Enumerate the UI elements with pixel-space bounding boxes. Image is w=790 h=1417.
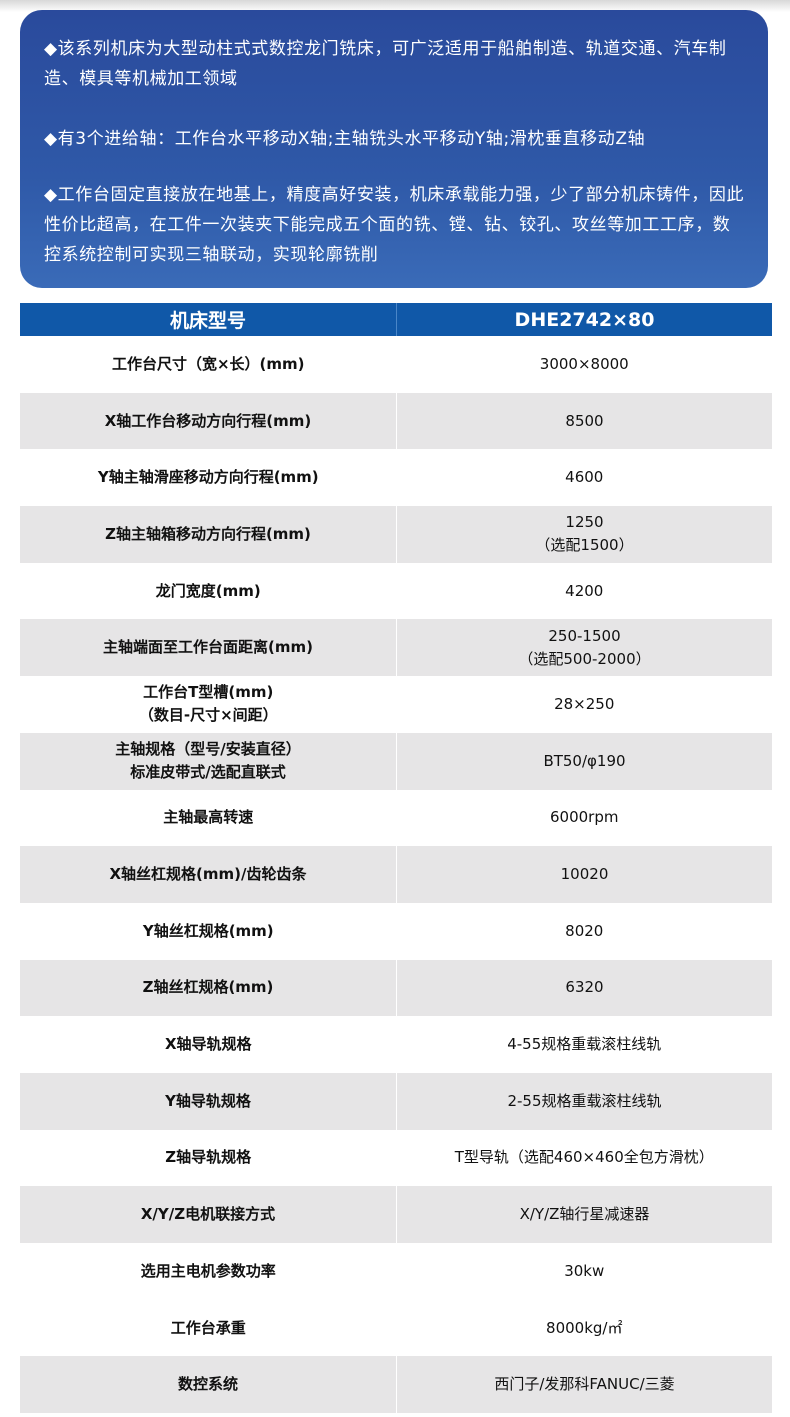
spec-value: 4200 xyxy=(565,581,604,600)
table-row: Y轴主轴滑座移动方向行程(mm) 4600 xyxy=(20,449,772,506)
spec-value: 8020 xyxy=(565,921,604,940)
spec-name: 主轴最高转速 xyxy=(163,808,254,827)
table-header: 机床型号 DHE2742×80 xyxy=(20,303,772,336)
spec-name: Z轴导轨规格 xyxy=(165,1148,252,1167)
table-row: 主轴规格（型号/安装直径） 标准皮带式/选配直联式 BT50/φ190 xyxy=(20,732,772,790)
table-row: X轴导轨规格 4-55规格重载滚柱线轨 xyxy=(20,1016,772,1073)
table-row: 工作台承重 8000kg/㎡ xyxy=(20,1300,772,1357)
spec-name: X轴工作台移动方向行程(mm) xyxy=(20,392,397,450)
spec-name: 主轴规格（型号/安装直径） 标准皮带式/选配直联式 xyxy=(20,732,397,790)
spec-name: Z轴丝杠规格(mm) xyxy=(20,959,397,1017)
spec-value: 6320 xyxy=(396,959,772,1017)
spec-value: 3000×8000 xyxy=(539,354,629,373)
spec-value: BT50/φ190 xyxy=(396,732,772,790)
top-shadow xyxy=(0,0,790,12)
spec-name: X/Y/Z电机联接方式 xyxy=(20,1186,397,1243)
spec-name: 工作台T型槽(mm) （数目-尺寸×间距） xyxy=(138,683,278,725)
spec-value: 28×250 xyxy=(554,694,615,713)
spec-value: 10020 xyxy=(396,846,772,903)
intro-paragraph: ◆工作台固定直接放在地基上，精度高好安装，机床承载能力强，少了部分机床铸件，因此… xyxy=(44,185,745,265)
table-row: Z轴导轨规格 T型导轨（选配460×460全包方滑枕） xyxy=(20,1130,772,1187)
spec-value: T型导轨（选配460×460全包方滑枕） xyxy=(454,1148,714,1167)
spec-name: 选用主电机参数功率 xyxy=(140,1261,276,1280)
header-model-value: DHE2742×80 xyxy=(396,303,772,336)
spec-name: 数控系统 xyxy=(20,1356,397,1414)
spec-value: 30kw xyxy=(564,1261,605,1280)
spec-value: 8000kg/㎡ xyxy=(546,1318,623,1337)
spec-name: Y轴丝杠规格(mm) xyxy=(142,921,274,940)
spec-name: Y轴主轴滑座移动方向行程(mm) xyxy=(97,468,319,487)
table-row: 龙门宽度(mm) 4200 xyxy=(20,563,772,620)
header-model-label: 机床型号 xyxy=(20,303,397,336)
spec-name: 主轴端面至工作台面距离(mm) xyxy=(20,619,397,677)
intro-paragraph: ◆有3个进给轴：工作台水平移动X轴;主轴铣头水平移动Y轴;滑枕垂直移动Z轴 xyxy=(44,129,646,149)
spec-name: X轴丝杠规格(mm)/齿轮齿条 xyxy=(20,846,397,903)
spec-table: 机床型号 DHE2742×80 工作台尺寸（宽×长）(mm) 3000×8000 X… xyxy=(20,303,772,1414)
spec-value: 1250 （选配1500） xyxy=(396,506,772,563)
table-row: X轴工作台移动方向行程(mm) 8500 xyxy=(20,392,772,450)
intro-panel: ◆该系列机床为大型动柱式式数控龙门铣床，可广泛适用于船舶制造、轨道交通、汽车制造… xyxy=(20,10,768,288)
table-row: Y轴导轨规格 2-55规格重载滚柱线轨 xyxy=(20,1072,772,1130)
table-row: Y轴丝杠规格(mm) 8020 xyxy=(20,903,772,960)
spec-value: 2-55规格重载滚柱线轨 xyxy=(396,1072,772,1130)
table-row: 工作台尺寸（宽×长）(mm) 3000×8000 xyxy=(20,336,772,393)
intro-paragraph: ◆该系列机床为大型动柱式式数控龙门铣床，可广泛适用于船舶制造、轨道交通、汽车制造… xyxy=(44,39,727,89)
spec-value: 4-55规格重载滚柱线轨 xyxy=(507,1035,662,1054)
table-row: 数控系统 西门子/发那科FANUC/三菱 xyxy=(20,1356,772,1414)
spec-value: 8500 xyxy=(396,392,772,450)
table-row: X/Y/Z电机联接方式 X/Y/Z轴行星减速器 xyxy=(20,1186,772,1243)
table-row: 工作台T型槽(mm) （数目-尺寸×间距） 28×250 xyxy=(20,676,772,733)
spec-value: 西门子/发那科FANUC/三菱 xyxy=(396,1356,772,1414)
spec-name: X轴导轨规格 xyxy=(164,1035,252,1054)
table-row: 选用主电机参数功率 30kw xyxy=(20,1243,772,1300)
spec-value: 4600 xyxy=(565,468,604,487)
spec-name: 工作台承重 xyxy=(170,1318,246,1337)
table-row: 主轴端面至工作台面距离(mm) 250-1500 （选配500-2000） xyxy=(20,619,772,677)
table-row: X轴丝杠规格(mm)/齿轮齿条 10020 xyxy=(20,846,772,903)
spec-value: 6000rpm xyxy=(550,808,619,827)
spec-value: X/Y/Z轴行星减速器 xyxy=(396,1186,772,1243)
spec-value: 250-1500 （选配500-2000） xyxy=(396,619,772,677)
table-row: Z轴丝杠规格(mm) 6320 xyxy=(20,959,772,1017)
spec-name: 工作台尺寸（宽×长）(mm) xyxy=(111,354,305,373)
spec-name: Y轴导轨规格 xyxy=(20,1072,397,1130)
table-row: Z轴主轴箱移动方向行程(mm) 1250 （选配1500） xyxy=(20,506,772,563)
table-row: 主轴最高转速 6000rpm xyxy=(20,790,772,847)
spec-name: Z轴主轴箱移动方向行程(mm) xyxy=(20,506,397,563)
spec-name: 龙门宽度(mm) xyxy=(155,581,261,600)
